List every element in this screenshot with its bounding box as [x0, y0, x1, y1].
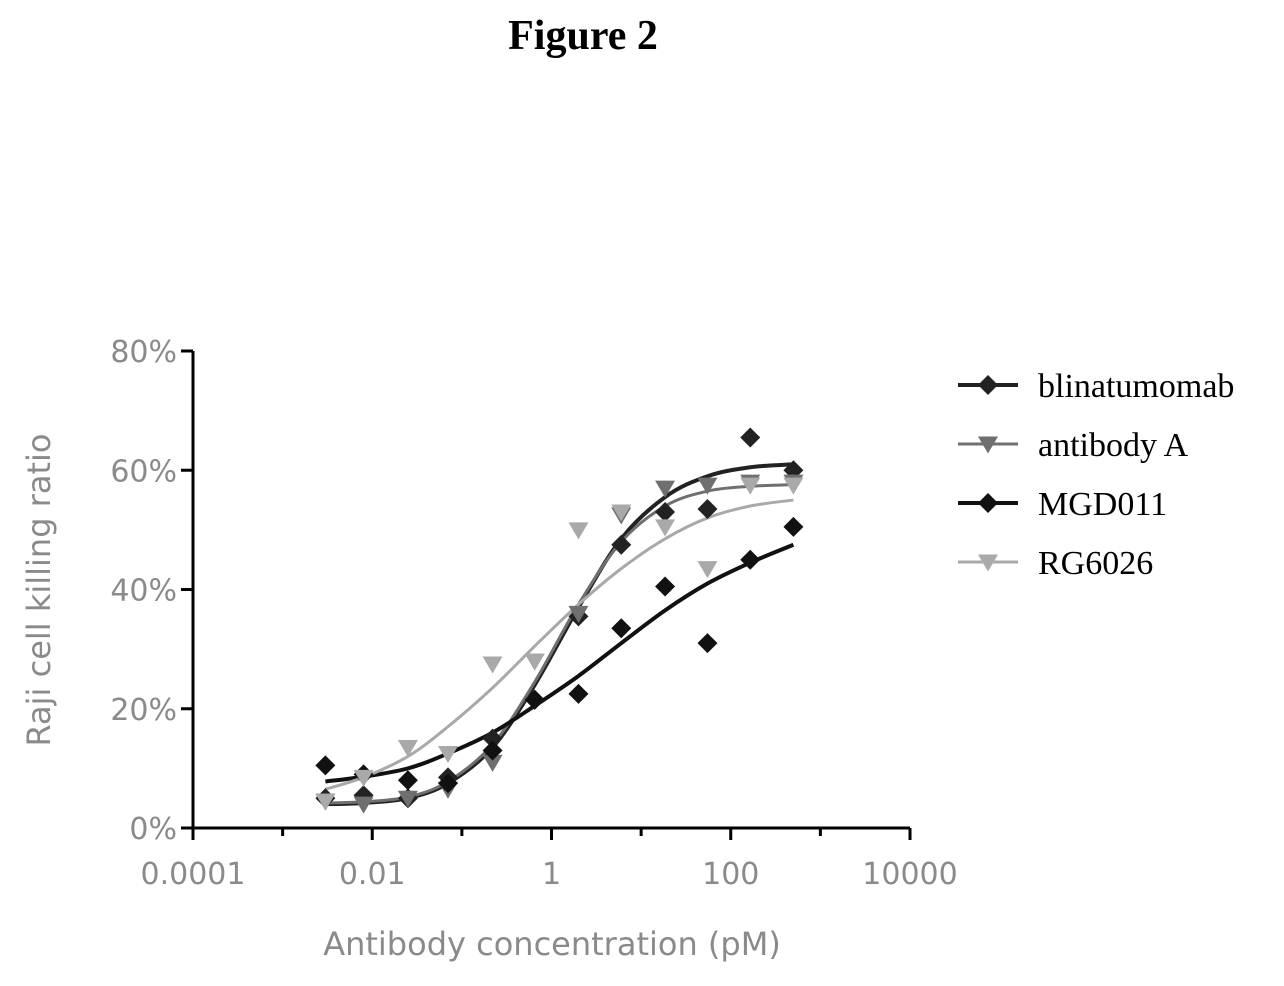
data-point-mgd011: [482, 740, 503, 761]
x-tick-label: 100: [702, 857, 759, 892]
data-point-antibody-a: [482, 754, 503, 772]
data-point-rg6026: [740, 477, 761, 495]
fit-curves: [324, 462, 795, 807]
data-point-rg6026: [437, 745, 458, 763]
y-tick-label: 0%: [129, 812, 177, 847]
data-point-mgd011: [568, 683, 589, 704]
legend-marker-antibody-a: [978, 436, 998, 454]
y-tick-label: 80%: [110, 335, 177, 370]
data-point-antibody-a: [655, 480, 676, 498]
data-point-mgd011: [655, 576, 676, 597]
data-point-mgd011: [740, 549, 761, 570]
legend-label-mgd011: MGD011: [1038, 486, 1167, 523]
data-point-blinatumomab: [740, 427, 761, 448]
x-tick-label: 0.01: [339, 857, 406, 892]
legend: blinatumomab antibody A MGD011 RG6026: [958, 368, 1234, 582]
data-point-rg6026: [524, 653, 545, 671]
data-point-antibody-a: [697, 477, 718, 495]
axes: 0% 20% 40% 60% 80% 0.0001 0.01 1 100 10000: [110, 335, 957, 892]
data-point-blinatumomab: [482, 728, 503, 749]
data-point-mgd011: [397, 770, 418, 791]
data-point-mgd011: [524, 689, 545, 710]
data-point-mgd011: [315, 755, 336, 776]
data-point-rg6026: [697, 561, 718, 579]
data-point-rg6026: [353, 769, 374, 787]
fit-curve-blinatumomab: [325, 462, 794, 807]
x-axis-label: Antibody concentration (pM): [323, 925, 781, 963]
y-tick-label: 60%: [110, 454, 177, 489]
data-point-rg6026: [783, 477, 804, 495]
data-point-mgd011: [783, 516, 804, 537]
data-point-blinatumomab: [655, 501, 676, 522]
legend-marker-mgd011: [978, 493, 998, 513]
legend-label-rg6026: RG6026: [1038, 545, 1153, 582]
data-point-rg6026: [611, 504, 632, 522]
legend-label-blinatumomab: blinatumomab: [1038, 368, 1234, 405]
data-point-mgd011: [697, 633, 718, 654]
data-point-rg6026: [315, 793, 336, 811]
figure-title: Figure 2: [508, 13, 658, 59]
data-point-blinatumomab: [611, 534, 632, 555]
legend-marker-rg6026: [978, 554, 998, 572]
data-point-rg6026: [655, 519, 676, 537]
data-point-antibody-a: [568, 605, 589, 623]
y-axis-label: Raji cell killing ratio: [20, 434, 58, 747]
data-point-rg6026: [397, 740, 418, 758]
y-tick-label: 40%: [110, 574, 177, 609]
data-point-rg6026: [568, 522, 589, 540]
fit-curve-rg6026: [324, 498, 794, 791]
data-point-antibody-a: [397, 790, 418, 808]
data-point-mgd011: [611, 618, 632, 639]
data-point-mgd011: [437, 773, 458, 794]
x-tick-label: 10000: [862, 857, 957, 892]
x-tick-label: 0.0001: [141, 857, 246, 892]
data-point-blinatumomab: [697, 499, 718, 520]
legend-label-antibody-a: antibody A: [1038, 427, 1189, 464]
data-point-rg6026: [482, 656, 503, 674]
legend-marker-blinatumomab: [978, 375, 998, 395]
data-points: [315, 427, 804, 814]
y-tick-label: 20%: [110, 693, 177, 728]
fit-curve-mgd011: [325, 542, 795, 784]
data-point-antibody-a: [353, 796, 374, 814]
x-tick-label: 1: [542, 857, 561, 892]
